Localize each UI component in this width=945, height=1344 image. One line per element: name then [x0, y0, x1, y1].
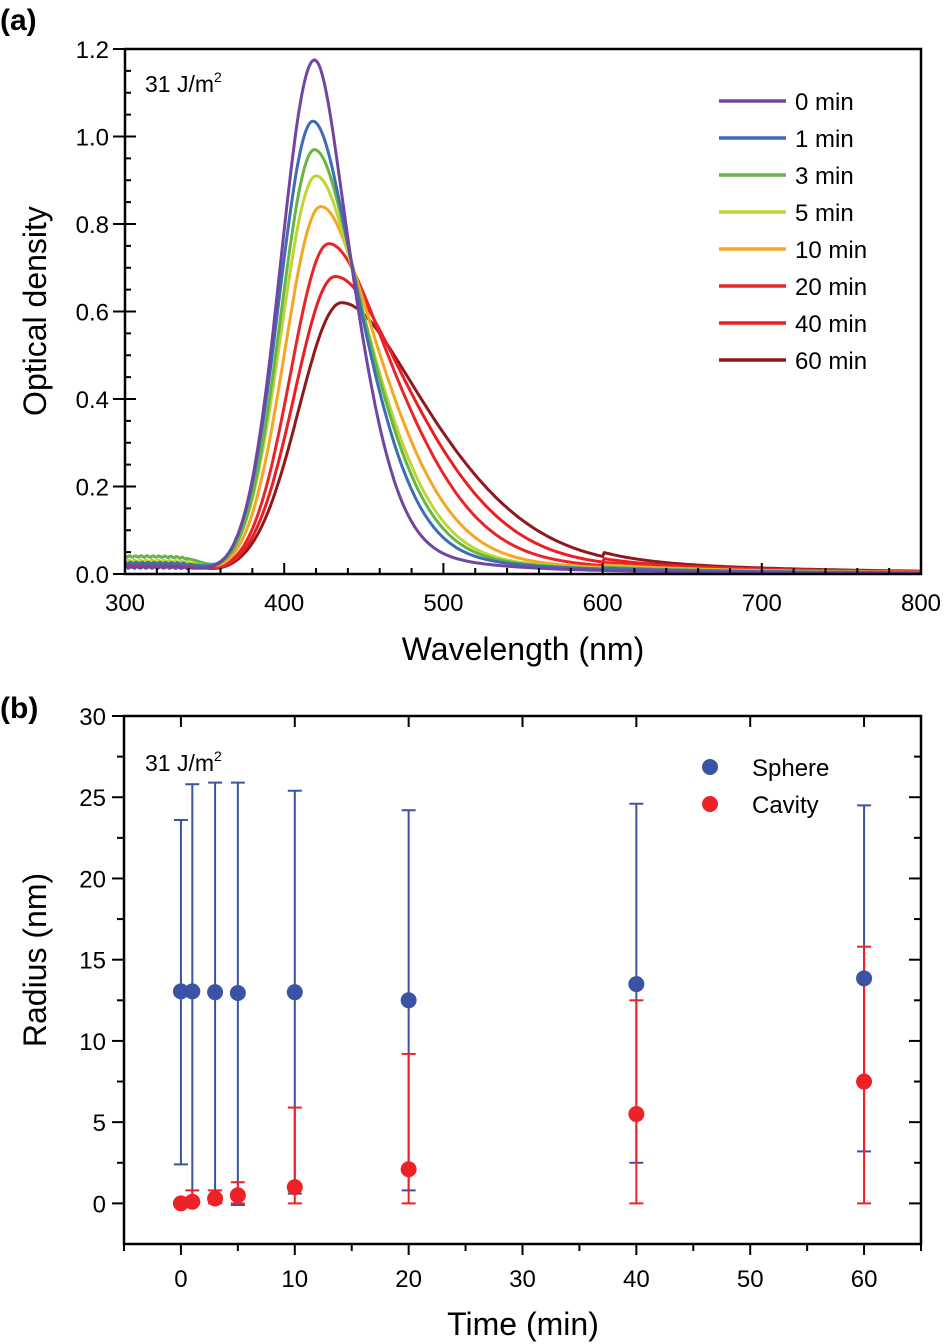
y-tick-label-a: 1.2: [76, 37, 109, 64]
legend-label-60-min: 60 min: [795, 348, 867, 375]
sphere-data-point: [628, 976, 645, 993]
data-points-b: [172, 781, 873, 1212]
y-tick-label-a: 0.6: [76, 300, 109, 327]
y-axis-title-b: Radius (nm): [17, 873, 53, 1047]
y-tick-label-a: 0.2: [76, 475, 109, 502]
fluence-annotation-a: 31 J/m2: [145, 69, 222, 97]
x-axis-title-a: Wavelength (nm): [402, 631, 644, 667]
y-tick-label-a: 0.0: [76, 562, 109, 589]
cavity-data-point: [856, 1073, 873, 1090]
panel-a-optical-density-chart: (a) 300 400 500 600 700 800 0.0 0.2 0.4 0.6 0.8 1.0…: [0, 4, 941, 667]
x-tick-label-a: 600: [583, 590, 623, 617]
ticks-a: 300 400 500 600 700 800 0.0 0.2 0.4 0.6 0.8 1.0 1.2: [76, 37, 941, 617]
spectrum-line-0-min: [124, 58, 921, 575]
y-tick-label-b: 25: [79, 785, 106, 812]
legend-label-1-min: 1 min: [795, 126, 854, 153]
y-tick-label-b: 0: [93, 1191, 106, 1218]
legend-a: 0 min 1 min 3 min 5 min 10 min 20 min 40 min 60…: [719, 89, 867, 375]
legend-marker-sphere: [702, 759, 718, 775]
sphere-data-point: [286, 984, 303, 1001]
y-tick-label-b: 5: [93, 1110, 106, 1137]
panel-label-a: (a): [0, 4, 37, 37]
x-tick-label-b: 40: [623, 1266, 650, 1293]
legend-label-40-min: 40 min: [795, 311, 867, 338]
legend-label-sphere: Sphere: [752, 755, 829, 782]
x-tick-label-a: 300: [105, 590, 145, 617]
spectrum-line-60-min: [124, 301, 921, 573]
legend-label-5-min: 5 min: [795, 200, 854, 227]
legend-label-3-min: 3 min: [795, 163, 854, 190]
y-tick-label-b: 30: [79, 704, 106, 731]
sphere-data-point: [172, 983, 189, 1000]
sphere-data-point: [207, 984, 224, 1001]
y-axis-title-a: Optical density: [17, 206, 53, 416]
x-tick-label-a: 500: [423, 590, 463, 617]
sphere-data-point: [229, 984, 246, 1001]
cavity-data-point: [184, 1193, 201, 1210]
y-tick-label-b: 10: [79, 1029, 106, 1056]
x-tick-label-a: 400: [264, 590, 304, 617]
legend-label-0-min: 0 min: [795, 89, 854, 116]
y-tick-label-a: 1.0: [76, 125, 109, 152]
fluence-annotation-b: 31 J/m2: [145, 748, 222, 776]
x-tick-label-a: 700: [742, 590, 782, 617]
cavity-data-point: [229, 1187, 246, 1204]
x-tick-label-b: 50: [737, 1266, 764, 1293]
panel-b-radius-chart: (b) 0 10 20 30 40 50 60 0 5 10 15 20 25 30 31 J/m2 Sp…: [0, 692, 923, 1342]
x-tick-label-b: 30: [509, 1266, 536, 1293]
ticks-b: 0 10 20 30 40 50 60 0 5 10 15 20 25 30: [79, 704, 922, 1293]
legend-label-20-min: 20 min: [795, 274, 867, 301]
legend-marker-cavity: [702, 796, 718, 812]
x-axis-title-b: Time (min): [447, 1306, 599, 1342]
annotation-sup-a: 2: [214, 69, 222, 85]
annotation-text-a: 31 J/m: [145, 71, 214, 97]
x-tick-label-b: 20: [395, 1266, 422, 1293]
y-tick-label-a: 0.8: [76, 212, 109, 239]
cavity-data-point: [286, 1179, 303, 1196]
legend-label-cavity: Cavity: [752, 792, 819, 819]
x-tick-label-a: 800: [901, 590, 941, 617]
x-tick-label-b: 60: [851, 1266, 878, 1293]
y-tick-label-a: 0.4: [76, 387, 109, 414]
y-tick-label-b: 20: [79, 866, 106, 893]
annotation-text-b: 31 J/m: [145, 750, 214, 776]
legend-b: Sphere Cavity: [702, 755, 829, 819]
cavity-data-point: [400, 1161, 417, 1178]
sphere-data-point: [400, 992, 417, 1009]
spectra-curves: [124, 58, 922, 575]
x-tick-label-b: 10: [281, 1266, 308, 1293]
legend-label-10-min: 10 min: [795, 237, 867, 264]
sphere-data-point: [856, 970, 873, 987]
annotation-sup-b: 2: [214, 748, 222, 764]
cavity-data-point: [207, 1190, 224, 1207]
panel-label-b: (b): [0, 692, 38, 725]
x-tick-label-b: 0: [174, 1266, 187, 1293]
y-tick-label-b: 15: [79, 948, 106, 975]
sphere-data-point: [184, 983, 201, 1000]
cavity-data-point: [628, 1106, 645, 1123]
